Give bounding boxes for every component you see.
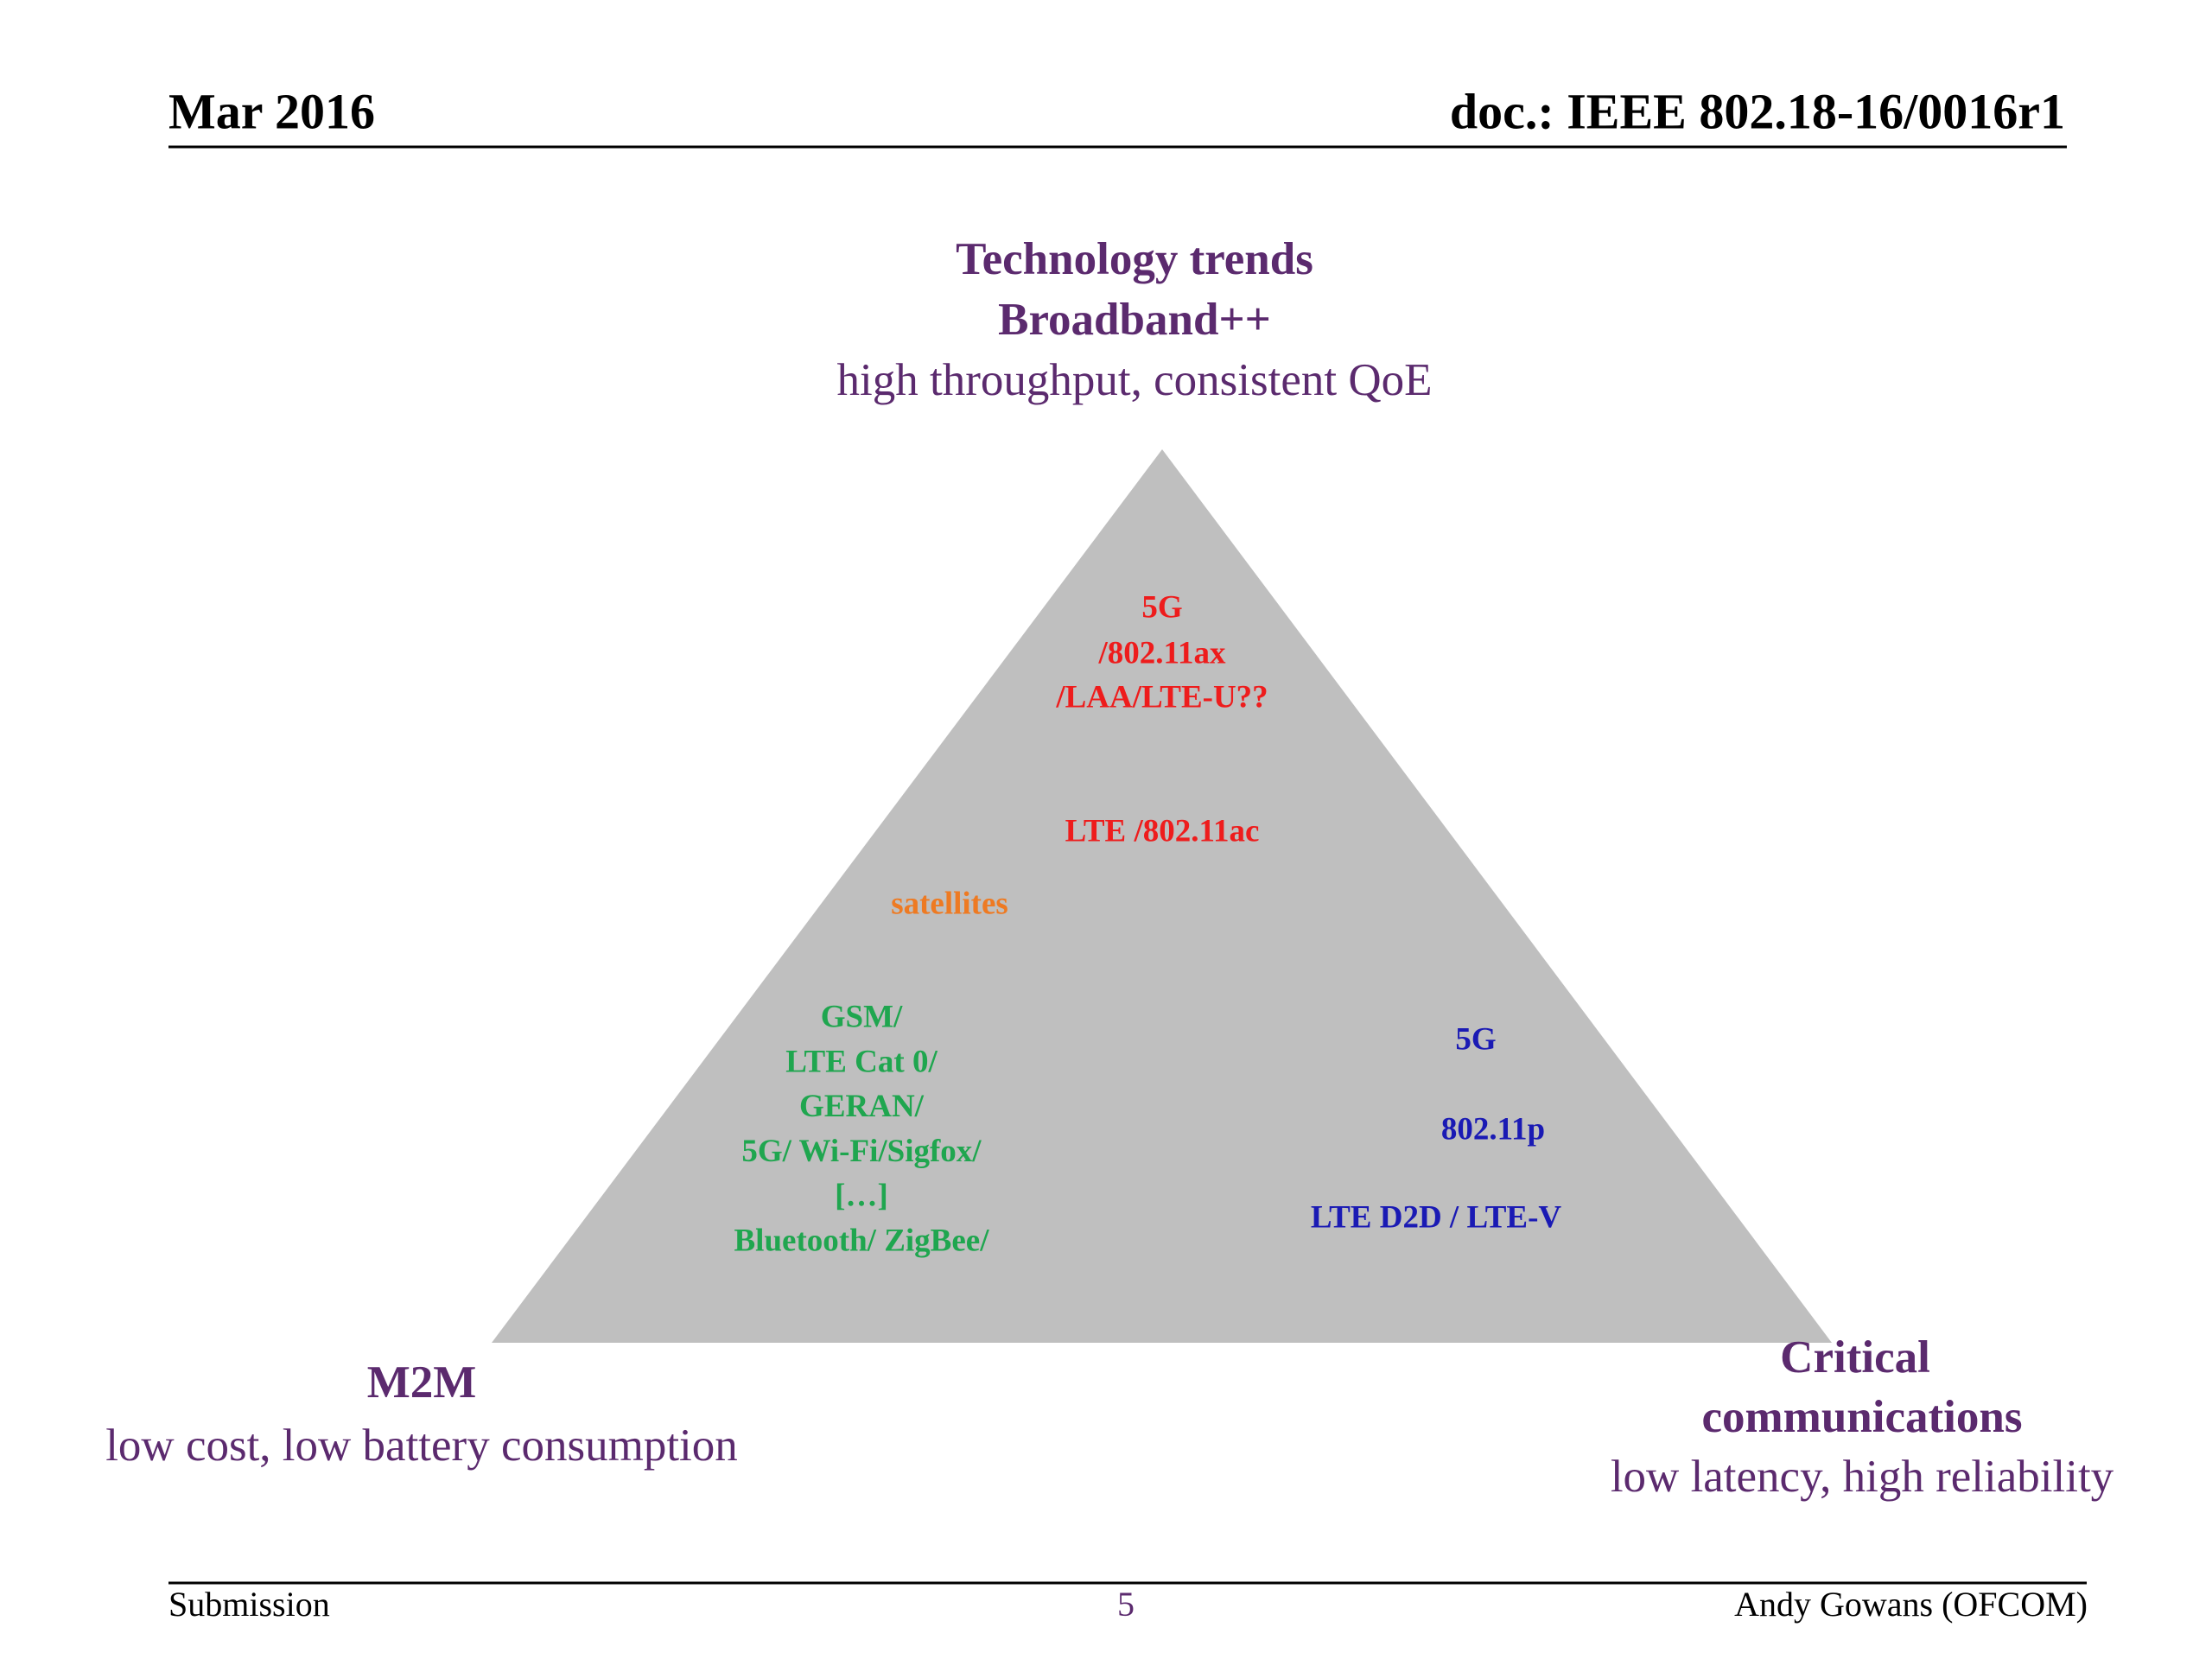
broadband-tech: /LAA/LTE-U?? xyxy=(1055,679,1268,715)
top-title: Technology trends xyxy=(956,234,1313,284)
left-description: low cost, low battery consumption xyxy=(105,1421,738,1471)
critical-tech: 5G xyxy=(1455,1021,1496,1057)
page-number: 5 xyxy=(1117,1585,1135,1624)
m2m-tech: 5G/ Wi-Fi/Sigfox/ xyxy=(741,1134,982,1169)
m2m-tech: GERAN/ xyxy=(799,1089,925,1124)
critical-tech: 802.11p xyxy=(1441,1111,1545,1147)
broadband-tech: LTE /802.11ac xyxy=(1065,813,1260,849)
header-date: Mar 2016 xyxy=(168,83,375,139)
left-title: M2M xyxy=(367,1357,477,1408)
top-subtitle: Broadband++ xyxy=(998,295,1271,345)
top-description: high throughput, consistent QoE xyxy=(837,355,1433,405)
broadband-tech: 5G xyxy=(1141,589,1182,625)
right-description: low latency, high reliability xyxy=(1611,1452,2114,1502)
broadband-tech: /802.11ax xyxy=(1098,635,1226,671)
m2m-tech: GSM/ xyxy=(821,999,903,1034)
satellites-label: satellites xyxy=(891,886,1008,921)
m2m-tech: […] xyxy=(835,1179,888,1214)
right-title: communications xyxy=(1702,1392,2023,1442)
m2m-tech: LTE Cat 0/ xyxy=(785,1044,938,1079)
header-doc: doc.: IEEE 802.18-16/0016r1 xyxy=(1450,83,2065,139)
triangle-labels: 5G/802.11ax/LAA/LTE-U?? LTE /802.11ac sate… xyxy=(734,589,1562,1258)
triangle xyxy=(492,449,1832,1343)
m2m-tech: Bluetooth/ ZigBee/ xyxy=(734,1223,990,1258)
critical-tech: LTE D2D / LTE-V xyxy=(1311,1199,1562,1235)
right-title: Critical xyxy=(1780,1332,1930,1382)
footer-right: Andy Gowans (OFCOM) xyxy=(1734,1585,2088,1624)
footer-left: Submission xyxy=(168,1585,330,1624)
